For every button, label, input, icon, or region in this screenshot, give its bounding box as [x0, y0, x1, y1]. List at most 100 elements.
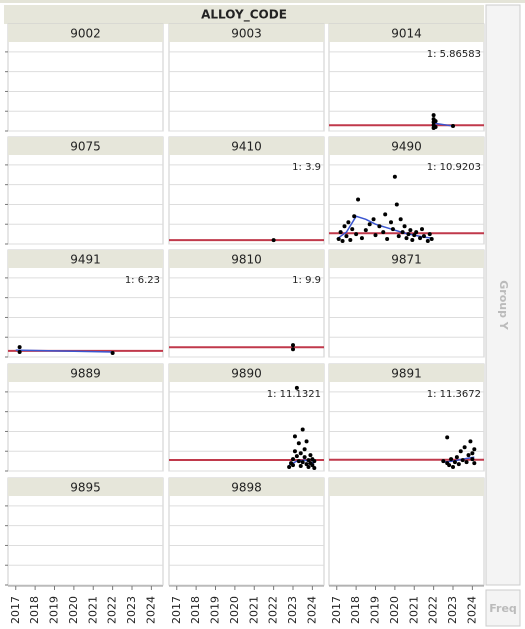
x-tick-label: 2024	[465, 596, 478, 624]
point	[460, 458, 465, 463]
point	[394, 202, 399, 207]
point	[420, 227, 424, 232]
point	[296, 459, 301, 464]
x-tick-label: 2018	[349, 596, 362, 624]
point	[451, 465, 455, 470]
point	[340, 239, 345, 244]
point	[294, 454, 299, 459]
mean-label: 1: 5.86583	[427, 49, 481, 60]
point	[470, 457, 475, 462]
panel-title: 9890	[231, 367, 262, 381]
point	[338, 230, 343, 235]
panel-title: 9891	[391, 367, 422, 381]
point	[350, 227, 355, 232]
point	[398, 217, 403, 222]
point	[472, 447, 477, 452]
x-tick-label: 2021	[86, 596, 99, 624]
panel-header	[329, 137, 484, 155]
point	[385, 237, 390, 242]
x-tick-label: 2019	[369, 596, 382, 624]
header-title: ALLOY_CODE	[201, 8, 287, 23]
x-tick-label: 2019	[48, 596, 61, 624]
point	[449, 457, 454, 462]
point	[298, 464, 303, 469]
panel-header	[169, 364, 324, 382]
point	[359, 236, 364, 241]
point	[354, 232, 359, 237]
point	[470, 451, 475, 456]
point	[431, 113, 436, 118]
top-strip	[0, 0, 525, 3]
point	[468, 439, 473, 444]
point	[472, 461, 477, 466]
point	[404, 236, 409, 241]
x-tick-label: 2021	[407, 596, 420, 624]
panel-title: 9810	[231, 253, 262, 267]
point	[466, 453, 471, 458]
point	[304, 462, 309, 467]
point	[451, 124, 455, 129]
point	[308, 453, 313, 458]
mean-label: 1: 11.3672	[427, 389, 481, 400]
group-y-label: Group Y	[497, 280, 510, 331]
point	[427, 232, 432, 237]
x-tick-label: 2017	[330, 596, 343, 624]
point	[456, 462, 461, 467]
x-tick-label: 2022	[427, 596, 440, 624]
point	[377, 224, 382, 229]
point	[447, 463, 452, 468]
point	[390, 227, 395, 232]
point	[306, 465, 311, 470]
panel-header	[8, 478, 163, 496]
point	[389, 220, 393, 225]
point	[291, 463, 295, 468]
point	[300, 427, 305, 432]
mean-label: 1: 3.9	[292, 162, 321, 173]
point	[410, 238, 415, 243]
smooth-line	[336, 215, 432, 240]
point	[356, 197, 361, 202]
point	[462, 445, 467, 450]
x-tick-label: 2018	[28, 596, 41, 624]
x-tick-label: 2022	[267, 596, 280, 624]
point	[292, 449, 297, 454]
x-tick-label: 2017	[9, 596, 22, 624]
point	[396, 234, 401, 239]
point	[454, 455, 459, 460]
point	[17, 345, 22, 350]
panel-header	[8, 250, 163, 268]
point	[348, 238, 353, 243]
smooth-line	[433, 122, 454, 127]
x-tick-label: 2020	[228, 596, 241, 624]
point	[381, 230, 386, 235]
point	[433, 119, 438, 124]
point	[464, 460, 469, 465]
point	[304, 439, 309, 444]
panel-title: 9889	[70, 367, 101, 381]
point	[110, 351, 115, 356]
panel-header	[169, 250, 324, 268]
point	[402, 224, 407, 229]
panel-title: 9491	[70, 253, 101, 267]
panel-title: 9014	[391, 27, 422, 41]
point	[392, 174, 397, 179]
header-bar	[4, 5, 484, 24]
point	[371, 217, 376, 222]
point	[445, 435, 450, 440]
panel-header	[8, 137, 163, 155]
point	[363, 228, 368, 233]
point	[287, 465, 292, 470]
point	[302, 455, 307, 460]
point	[342, 224, 347, 229]
point	[367, 222, 372, 227]
x-tick-label: 2024	[305, 596, 318, 624]
x-tick-label: 2020	[388, 596, 401, 624]
point	[383, 212, 388, 217]
point	[336, 237, 341, 242]
point	[429, 237, 434, 242]
mean-label: 1: 9.9	[292, 275, 321, 286]
point	[425, 239, 430, 244]
point	[452, 460, 457, 465]
x-tick-label: 2023	[446, 596, 459, 624]
freq-zone	[485, 589, 521, 627]
